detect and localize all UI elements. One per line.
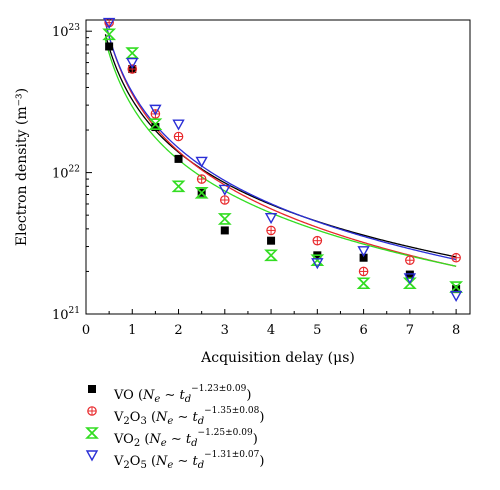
data-point-v2o5	[126, 57, 139, 70]
data-point-vo2	[148, 118, 163, 130]
legend-marker	[85, 427, 99, 439]
data-point-v2o5	[264, 212, 278, 225]
data-point-v2o5	[149, 104, 162, 116]
data-point-v2o5	[218, 184, 231, 196]
legend-marker	[85, 450, 99, 462]
x-tick-label: 4	[267, 323, 275, 338]
x-tick-label: 8	[452, 323, 460, 338]
y-tick-label: 1023	[52, 23, 80, 40]
data-point-vo	[267, 236, 276, 245]
legend-exponent: −1.25±0.09	[197, 428, 253, 438]
data-point-v2o3	[127, 64, 138, 74]
data-point-v2o5	[102, 17, 116, 30]
legend-marker-vo	[88, 385, 96, 393]
data-points	[102, 17, 464, 303]
data-point-v2o3	[405, 255, 415, 266]
data-point-v2o5	[449, 290, 463, 303]
legend-exponent: −1.23±0.09	[191, 384, 247, 394]
data-point-v2o5	[311, 258, 324, 270]
legend-marker-v2o5	[85, 450, 99, 462]
data-point-vo2	[356, 277, 371, 290]
data-point-vo	[220, 226, 229, 235]
legend-label: V2O3 (Ne ∼ td−1.35±0.08)	[114, 406, 265, 427]
legend: VO (Ne ∼ td−1.23±0.09) V2O3 (Ne ∼ td−1.35…	[84, 378, 464, 471]
x-axis-label: Acquisition delay (μs)	[200, 350, 355, 366]
fit-line-vo	[104, 34, 457, 258]
x-tick-label: 2	[174, 323, 182, 338]
legend-item-vo: VO (Ne ∼ td−1.23±0.09)	[84, 378, 464, 405]
legend-marker-vo2	[85, 427, 99, 439]
data-point-v2o3	[266, 225, 276, 236]
legend-item-v2o3: V2O3 (Ne ∼ td−1.35±0.08)	[84, 400, 464, 427]
legend-item-vo2: VO2 (Ne ∼ td−1.25±0.09)	[84, 422, 464, 449]
fit-lines	[104, 21, 457, 267]
data-point-vo	[174, 154, 183, 163]
x-tick-label: 1	[128, 323, 136, 338]
data-point-vo2	[310, 254, 325, 267]
y-axis-label: Electron density (m⁻³)	[14, 88, 30, 246]
plot-frame	[85, 19, 471, 315]
data-point-vo	[151, 123, 160, 132]
legend-marker	[88, 385, 96, 393]
y-tick-label: 1021	[52, 306, 80, 323]
y-tick-label: 1022	[52, 165, 80, 182]
legend-exponent: −1.31±0.07	[204, 450, 260, 460]
data-point-v2o3	[196, 174, 207, 184]
data-point-vo	[452, 285, 461, 294]
data-point-vo2	[217, 213, 232, 225]
data-point-vo2	[125, 47, 140, 59]
x-tick-label: 3	[221, 323, 229, 338]
legend-label: VO (Ne ∼ td−1.23±0.09)	[114, 384, 252, 405]
data-point-vo	[105, 42, 114, 51]
y-axis: 1021 1022 1023	[52, 23, 92, 323]
fit-line-v2o5	[104, 22, 457, 261]
data-point-v2o5	[195, 156, 208, 168]
legend-item-v2o5: V2O5 (Ne ∼ td−1.31±0.07)	[84, 444, 464, 471]
data-point-v2o5	[357, 246, 370, 258]
legend-exponent: −1.35±0.08	[204, 406, 260, 416]
legend-marker	[87, 406, 97, 416]
x-tick-label: 0	[82, 323, 90, 338]
data-point-vo2	[102, 28, 117, 41]
legend-label: VO2 (Ne ∼ td−1.25±0.09)	[114, 428, 258, 449]
data-point-v2o3	[173, 131, 184, 142]
x-tick-label: 7	[406, 323, 414, 338]
data-point-v2o5	[403, 273, 417, 285]
data-point-vo	[359, 253, 368, 262]
data-point-vo2	[264, 249, 278, 262]
data-point-v2o3	[451, 252, 461, 263]
x-axis: 0 1 2 3 4 5 6 7 8	[82, 309, 460, 338]
data-point-vo2	[194, 186, 209, 199]
legend-marker-v2o3	[87, 406, 97, 416]
data-point-v2o3	[219, 195, 230, 205]
plot-area	[85, 19, 471, 315]
fit-line-vo2	[104, 39, 457, 267]
data-point-vo2	[171, 180, 186, 193]
legend-label: V2O5 (Ne ∼ td−1.31±0.07)	[114, 450, 265, 471]
x-tick-label: 5	[313, 323, 321, 338]
data-point-v2o5	[172, 119, 185, 131]
data-point-v2o3	[312, 235, 323, 246]
data-point-v2o3	[358, 266, 369, 277]
x-tick-label: 6	[359, 323, 367, 338]
fit-line-v2o3	[104, 21, 457, 267]
